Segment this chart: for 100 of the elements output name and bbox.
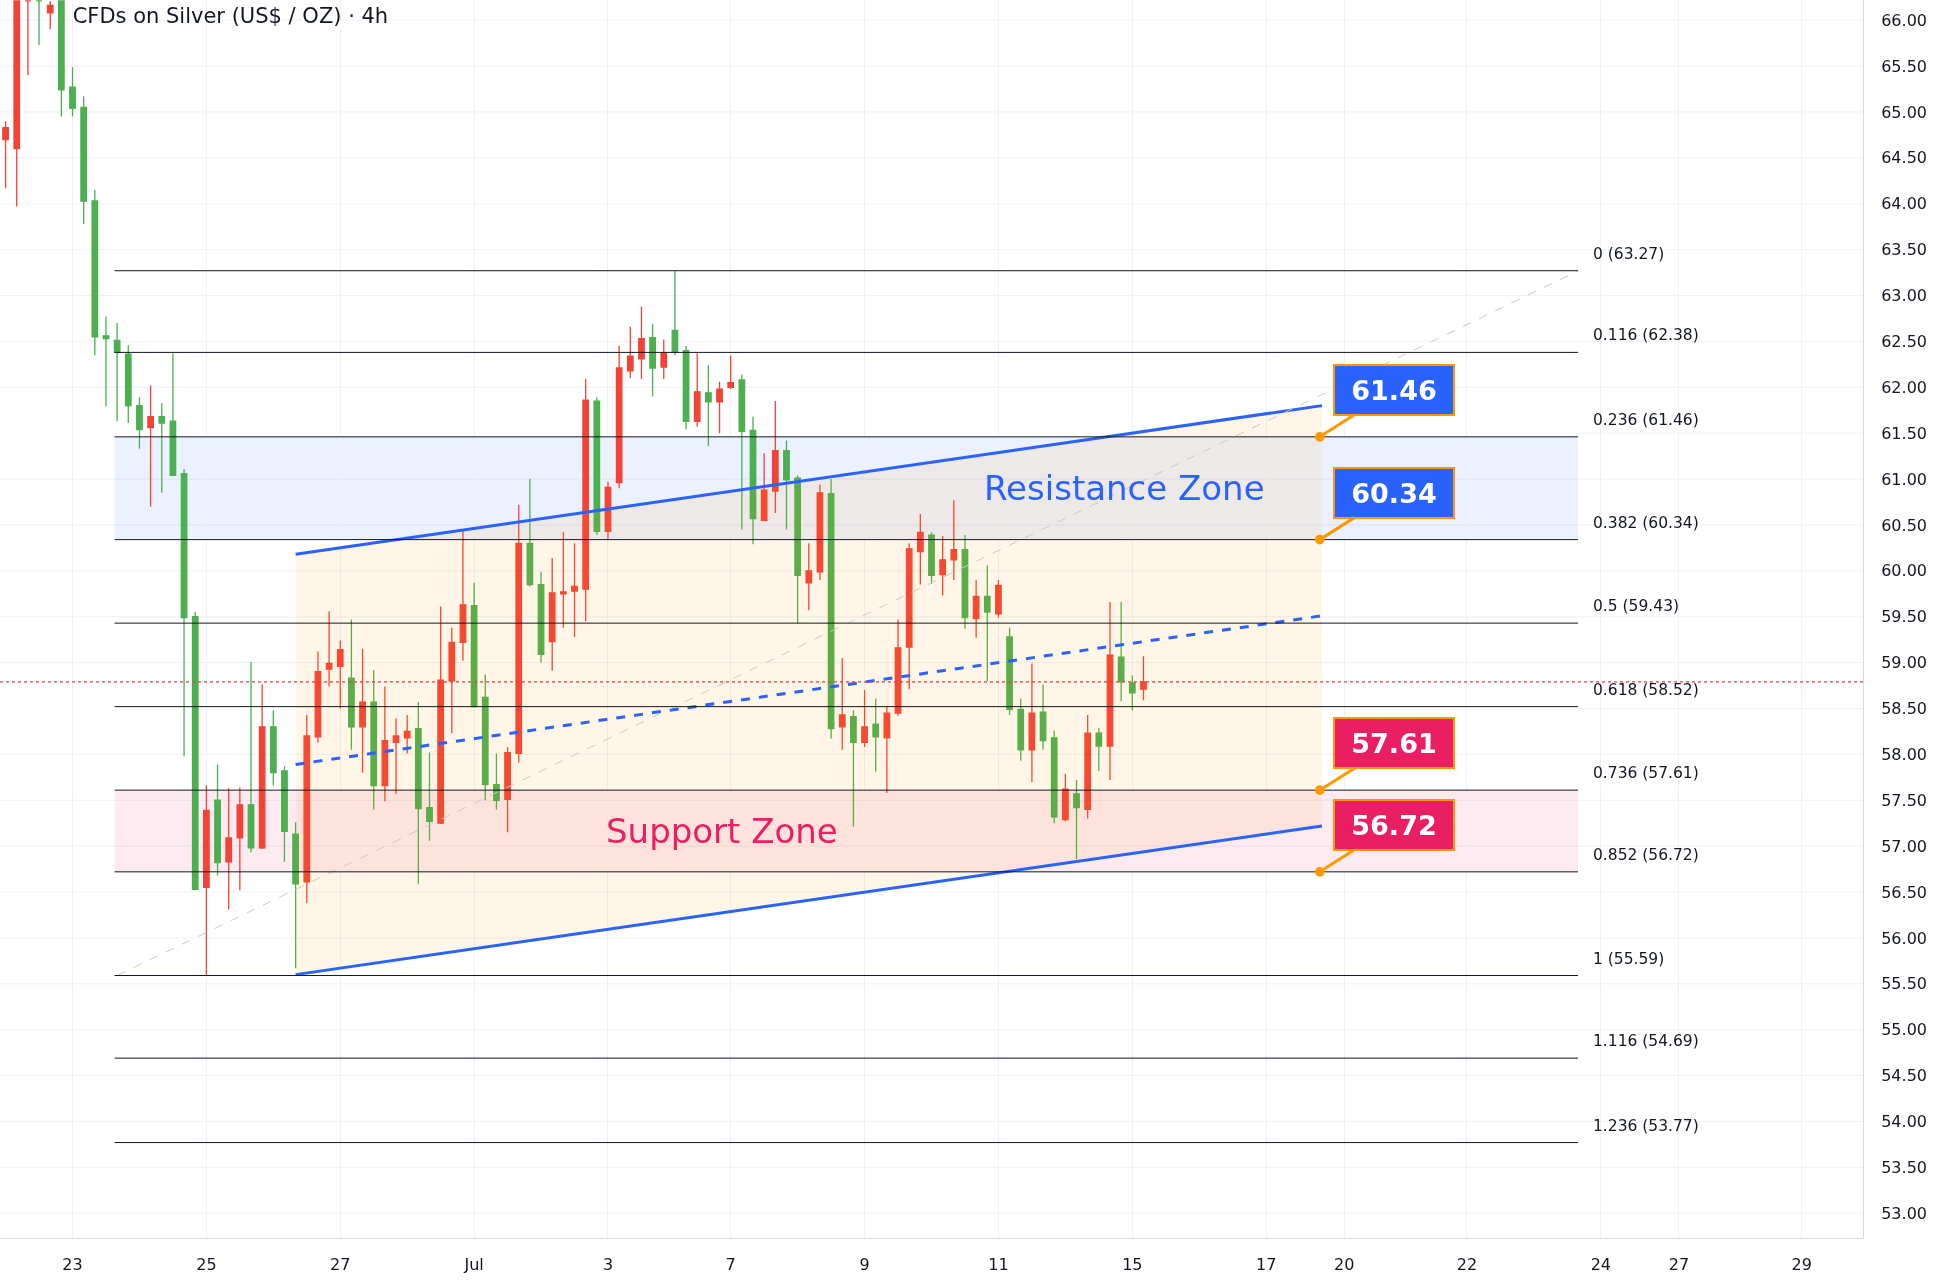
candlestick [158,402,166,494]
candlestick [916,513,924,586]
candlestick [1140,655,1147,701]
band-label: Resistance Zone [984,468,1265,508]
annotation: 57.61 [1351,727,1437,759]
y-tick-label: 56.00 [1881,928,1928,948]
candlestick [136,396,143,450]
candlestick [403,714,411,755]
ref-line-label: 1.116 (54.69) [1593,1032,1699,1050]
candlestick [961,534,969,630]
candlestick [716,381,723,434]
x-tick-label: 27 [330,1255,351,1275]
candlestick [1039,683,1047,751]
candlestick [392,717,400,795]
candlestick [872,697,880,773]
y-tick-label: 62.50 [1881,331,1928,351]
candlestick [1050,729,1058,824]
candlestick [35,0,43,46]
candlestick [269,709,277,787]
x-tick-label: 20 [1334,1255,1355,1275]
candlestick [727,354,735,390]
y-tick-label: 65.00 [1881,102,1928,122]
y-tick-label: 63.50 [1881,240,1928,260]
ref-line-label: 0.236 (61.46) [1593,411,1699,429]
ref-line-label: 0 (63.27) [1593,245,1665,263]
candlestick [225,787,233,911]
candlestick [1073,779,1080,860]
y-tick-label: 53.50 [1881,1157,1928,1177]
y-tick-label: 62.00 [1881,377,1928,397]
candlestick [682,345,690,431]
y-tick-label: 53.00 [1881,1203,1928,1223]
candlestick [1106,601,1114,781]
candlestick [559,531,567,629]
candlestick [191,611,199,891]
y-tick-label: 63.00 [1881,286,1928,306]
y-tick-label: 65.50 [1881,56,1928,76]
candlestick [850,709,857,828]
candlestick [236,786,244,891]
x-tick-label: 27 [1668,1255,1690,1275]
x-tick-label: 9 [859,1255,870,1275]
candlestick [995,579,1002,619]
candlestick [705,364,712,447]
candlestick [693,352,701,428]
candlestick [816,483,824,581]
chart-title: CFDs on Silver (US$ / OZ) · 4h [72,3,389,28]
candlestick [738,373,746,531]
y-tick-label: 60.00 [1881,561,1928,581]
x-tick-label: 22 [1456,1255,1478,1275]
y-tick-label: 55.00 [1881,1020,1928,1040]
candlestick [169,352,177,477]
candlestick [1028,662,1036,783]
candlestick [983,564,991,682]
y-tick-label: 58.50 [1881,699,1928,719]
candlestick [147,384,154,508]
candlestick [972,579,980,639]
candlestick [459,528,467,662]
candlestick [426,751,433,842]
candlestick [626,326,634,379]
x-tick-label: 17 [1255,1255,1277,1275]
candlestick [861,689,868,748]
candlestick [660,338,668,380]
candlestick [470,582,478,709]
candlestick [548,557,556,672]
candlestick [760,452,768,522]
candlestick [504,746,511,834]
candlestick [203,784,210,977]
candlestick [124,344,132,424]
candlestick [1061,772,1069,823]
x-tick-label: Jul [463,1255,484,1275]
candlestick [1128,674,1136,711]
y-tick-label: 55.50 [1881,974,1928,994]
x-tick-label: 25 [196,1255,217,1275]
candlestick [1095,727,1103,772]
candlestick [515,504,523,764]
candlestick [939,535,947,597]
y-tick-label: 54.00 [1881,1112,1928,1132]
y-tick-label: 61.50 [1881,423,1928,443]
ref-line-label: 0.852 (56.72) [1593,846,1699,864]
candlestick [180,468,188,757]
candlestick [783,439,790,531]
ref-line-label: 1 (55.59) [1593,950,1665,968]
y-tick-label: 57.50 [1881,790,1928,810]
ref-line-label: 1.236 (53.77) [1593,1117,1699,1135]
candlestick [292,821,300,969]
candlestick [1117,601,1125,702]
candlestick [905,542,913,690]
ref-line-label: 0.382 (60.34) [1593,514,1699,532]
candlestick [749,415,757,545]
candlestick [281,765,288,863]
candlestick [448,627,456,734]
ref-line-label: 0.5 (59.43) [1593,597,1680,615]
candlestick [46,0,54,31]
annotation: 56.72 [1351,809,1437,841]
candlestick [1017,697,1025,762]
candlestick [794,474,802,624]
candlestick [571,542,578,638]
x-tick-label: 24 [1590,1255,1612,1275]
candlestick [928,531,935,585]
candlestick [582,378,590,622]
candlestick [615,345,623,489]
